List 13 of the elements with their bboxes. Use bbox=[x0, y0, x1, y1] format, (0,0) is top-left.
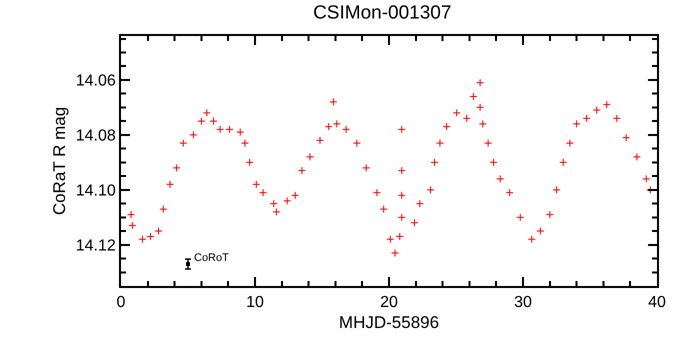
x-tick-label: 0 bbox=[116, 294, 126, 312]
x-tick-label: 40 bbox=[648, 294, 666, 312]
y-tick-label: 14.10 bbox=[76, 182, 116, 200]
x-axis-title: MHJD-55896 bbox=[338, 313, 440, 332]
chart-title: CSIMon-001307 bbox=[313, 2, 452, 24]
x-tick-label: 30 bbox=[514, 294, 532, 312]
x-tick-label: 20 bbox=[380, 294, 398, 312]
y-tick-label: 14.06 bbox=[76, 72, 116, 90]
x-tick-label: 10 bbox=[246, 294, 264, 312]
series-label: CoRoT bbox=[194, 252, 230, 264]
y-axis-title: CoRaT R mag bbox=[50, 106, 69, 216]
y-tick-label: 14.08 bbox=[76, 128, 116, 144]
y-tick-label: 14.12 bbox=[76, 237, 116, 254]
